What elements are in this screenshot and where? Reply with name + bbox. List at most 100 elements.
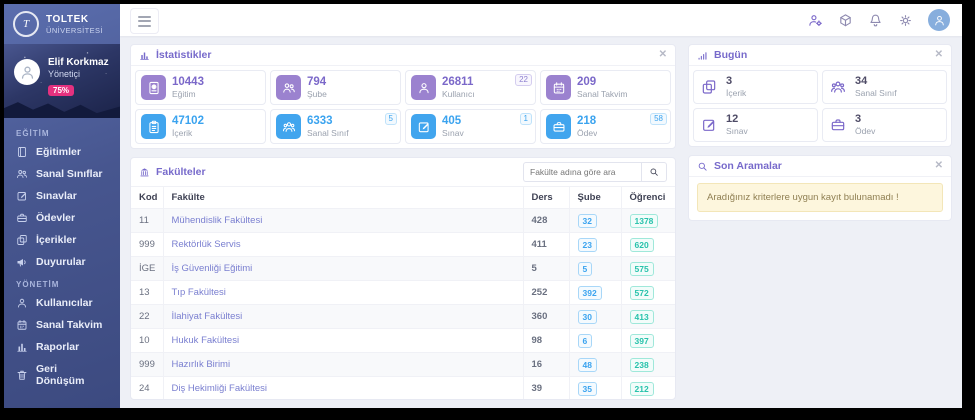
user-icon — [411, 75, 436, 100]
users-icon — [16, 168, 28, 180]
cube-icon[interactable] — [838, 13, 853, 28]
stat-label: Sanal Takvim — [577, 88, 628, 99]
today-label: Sınav — [726, 126, 748, 136]
sidebar-item[interactable]: Geri Dönüşüm — [4, 358, 120, 392]
faculty-student-badge: 413 — [629, 309, 654, 324]
sidebar-item[interactable]: Sınavlar — [4, 185, 120, 207]
user-gear-icon[interactable] — [808, 13, 823, 28]
faculty-course-count: 16 — [523, 352, 570, 377]
paste-icon — [141, 114, 166, 139]
users-icon — [276, 75, 301, 100]
faculty-student-badge: 212 — [629, 381, 654, 396]
stat-label: Kullanıcı — [442, 88, 475, 99]
faculty-student-badge: 575 — [629, 261, 654, 276]
briefcase-icon — [16, 212, 28, 224]
stat-badge: 1 — [519, 113, 532, 125]
sidebar-item[interactable]: Eğitimler — [4, 141, 120, 163]
faculty-branch-badge: 32 — [577, 213, 597, 228]
faculty-link[interactable]: Hukuk Fakültesi — [171, 335, 240, 346]
faculty-search-input[interactable] — [523, 162, 641, 182]
sidebar-item[interactable]: Duyurular — [4, 251, 120, 273]
empty-results-alert: Aradığınız kriterlere uygun kayıt buluna… — [697, 183, 943, 212]
today-card[interactable]: 3 İçerik — [693, 70, 818, 104]
stat-card[interactable]: 10443 Eğitim — [135, 70, 266, 105]
logo-title: TOLTEK — [46, 13, 89, 25]
faculty-link[interactable]: Tıp Fakültesi — [171, 287, 226, 298]
faculty-branch-badge: 5 — [577, 261, 593, 276]
nav-section-egitim: EĞİTİM Eğitimler Sanal Sınıflar Sınavlar… — [4, 122, 120, 273]
faculty-link[interactable]: Rektörlük Servis — [171, 239, 241, 250]
stat-card[interactable]: 405 Sınav 1 — [405, 109, 536, 144]
gear-icon[interactable] — [898, 13, 913, 28]
faculty-link[interactable]: İş Güvenliği Eğitimi — [171, 263, 253, 274]
today-card[interactable]: 12 Sınav — [693, 108, 818, 142]
sidebar-item-label: Sınavlar — [36, 190, 77, 202]
sidebar-item-label: İçerikler — [36, 234, 77, 246]
sidebar-item[interactable]: Ödevler — [4, 207, 120, 229]
table-row: 13 Tıp Fakültesi 252 392 572 — [131, 280, 675, 305]
faculty-branch-badge: 6 — [577, 333, 593, 348]
stat-card[interactable]: 6333 Sanal Sınıf 5 — [270, 109, 401, 144]
table-row: 11 Mühendislik Fakültesi 428 32 1378 — [131, 208, 675, 233]
stat-card[interactable]: 218 Ödev 58 — [540, 109, 671, 144]
megaphone-icon — [16, 256, 28, 268]
user-icon — [19, 64, 36, 81]
stat-card[interactable]: 794 Şube — [270, 70, 401, 105]
nav-section-label: EĞİTİM — [16, 129, 50, 138]
bell-icon[interactable] — [868, 13, 883, 28]
faculty-search-button[interactable] — [641, 162, 667, 182]
stat-card[interactable]: 209 Sanal Takvim — [540, 70, 671, 105]
top-header — [120, 4, 962, 36]
sidebar-item[interactable]: Sanal Sınıflar — [4, 163, 120, 185]
faculty-link[interactable]: İlahiyat Fakültesi — [171, 311, 243, 322]
main-content: İstatistikler ✕ 10443 Eğitim 794 Şube 26… — [120, 36, 962, 408]
logo-subtitle: ÜNİVERSİTESİ — [46, 25, 103, 35]
user-name: Elif Korkmaz — [48, 57, 109, 68]
faculty-course-count: 428 — [523, 208, 570, 233]
today-cards: 3 İçerik 34 Sanal Sınıf 12 Sınav 3 Ödev — [689, 66, 951, 146]
faculty-branch-badge: 48 — [577, 357, 597, 372]
table-row: İGE İş Güvenliği Eğitimi 5 5 575 — [131, 256, 675, 281]
stat-label: Sınav — [442, 127, 464, 138]
today-value: 3 — [726, 75, 733, 87]
faculty-student-badge: 620 — [629, 237, 654, 252]
stat-card[interactable]: 26811 Kullanıcı 22 — [405, 70, 536, 105]
sidebar-item[interactable]: Sanal Takvim — [4, 314, 120, 336]
hamburger-icon[interactable] — [130, 8, 159, 34]
table-row: 999 Rektörlük Servis 411 23 620 — [131, 232, 675, 257]
profile-progress-badge: 75% — [48, 85, 75, 96]
search-icon — [697, 161, 708, 172]
faculty-link[interactable]: Diş Hekimliği Fakültesi — [171, 383, 268, 394]
close-icon[interactable]: ✕ — [658, 49, 667, 60]
close-icon[interactable]: ✕ — [934, 49, 943, 60]
sidebar-item-label: Duyurular — [36, 256, 86, 268]
stat-value: 47102 — [172, 114, 204, 127]
today-value: 12 — [726, 113, 739, 125]
stat-card[interactable]: 47102 İçerik — [135, 109, 266, 144]
faculty-link[interactable]: Mühendislik Fakültesi — [171, 215, 263, 226]
sidebar-item[interactable]: Raporlar — [4, 336, 120, 358]
faculty-link[interactable]: Hazırlık Birimi — [171, 359, 231, 370]
nav-section-yonetim: YÖNETİM Kullanıcılar Sanal Takvim Raporl… — [4, 273, 120, 392]
sidebar-item-label: Ödevler — [36, 212, 76, 224]
stat-badge: 22 — [515, 74, 532, 86]
statistics-cards: 10443 Eğitim 794 Şube 26811 Kullanıcı 22… — [131, 66, 675, 148]
faculty-branch-badge: 30 — [577, 309, 597, 324]
faculty-code: 22 — [131, 304, 164, 329]
close-icon[interactable]: ✕ — [934, 160, 943, 171]
sidebar-item[interactable]: İçerikler — [4, 229, 120, 251]
today-label: Ödev — [855, 126, 876, 136]
avatar[interactable] — [928, 9, 950, 31]
statistics-panel-title: İstatistikler — [156, 49, 212, 61]
calendar-icon — [546, 75, 571, 100]
today-label: İçerik — [726, 88, 747, 98]
sidebar-item[interactable]: Kullanıcılar — [4, 292, 120, 314]
logo[interactable]: T TOLTEK ÜNİVERSİTESİ — [4, 4, 120, 44]
trash-icon — [16, 369, 28, 381]
faculty-course-count: 411 — [523, 232, 570, 257]
today-card[interactable]: 34 Sanal Sınıf — [822, 70, 947, 104]
profile-avatar[interactable] — [14, 59, 40, 85]
today-card[interactable]: 3 Ödev — [822, 108, 947, 142]
recent-searches-panel: Son Aramalar ✕ Aradığınız kriterlere uyg… — [688, 155, 952, 221]
faculties-panel-title: Fakülteler — [156, 166, 206, 178]
